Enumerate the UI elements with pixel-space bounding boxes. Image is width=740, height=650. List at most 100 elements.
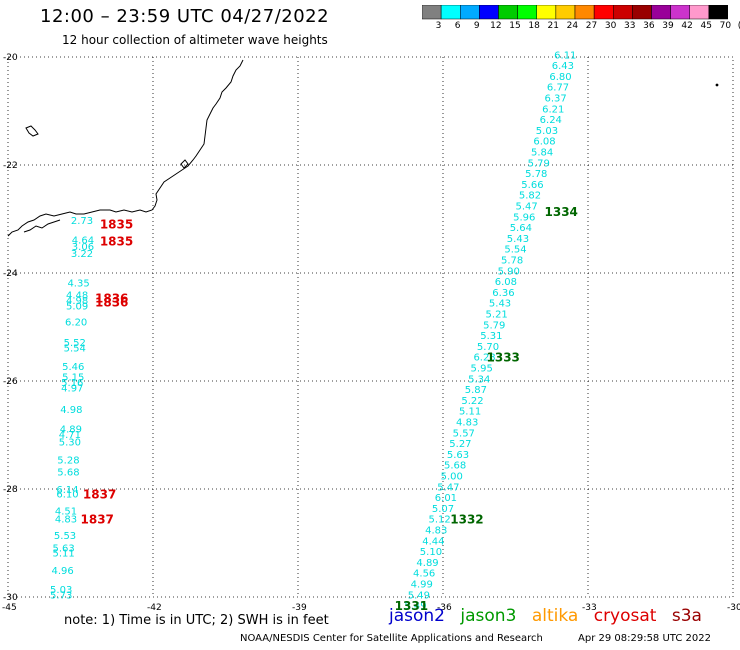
scale-label: 70 [719, 21, 732, 31]
wave-height-label: 5.79 [528, 158, 550, 169]
lat-tick-label: -20 [3, 53, 18, 63]
color-swatch [593, 5, 614, 20]
page-title: 12:00 – 23:59 UTC 04/27/2022 [40, 6, 330, 27]
wave-height-label: 4.56 [413, 569, 435, 580]
wave-height-label: 5.12 [429, 515, 451, 526]
page-subtitle: 12 hour collection of altimeter wave hei… [62, 33, 328, 47]
wave-height-label: 5.16 [61, 378, 83, 389]
legend-altika: altika [531, 606, 579, 626]
wave-height-label: 5.30 [59, 437, 81, 448]
wave-height-label: 6.08 [495, 277, 517, 288]
wave-height-label: 5.68 [444, 461, 466, 472]
wave-height-label: 4.98 [60, 405, 82, 416]
wave-height-label: 4.64 [72, 236, 94, 247]
wave-height-label: 5.11 [52, 549, 74, 560]
lon-tick-label: -39 [292, 603, 307, 613]
wave-height-label: 5.53 [54, 531, 76, 542]
color-swatch [613, 5, 633, 20]
wave-height-label: 6.43 [552, 61, 574, 72]
wave-height-label: 3.06 [72, 242, 94, 253]
wave-height-label: 4.51 [55, 507, 77, 518]
pass-time-label: 1837 [83, 487, 116, 501]
lon-tick-label: -42 [147, 603, 162, 613]
west-track: 2.734.643.063.224.354.484.985.096.205.52… [50, 216, 94, 601]
scale-label: 45 [700, 21, 712, 31]
color-swatch [460, 5, 480, 20]
wave-height-label: 5.64 [510, 223, 532, 234]
wave-height-label: 4.83 [55, 515, 77, 526]
wave-height-label: 5.03 [50, 585, 72, 596]
lon-tick-label: -45 [2, 603, 17, 613]
wave-height-label: 5.66 [521, 180, 543, 191]
wave-height-label: 5.70 [477, 342, 499, 353]
scale-label: 36 [643, 21, 655, 31]
pass-time-label: 1331 [395, 599, 428, 613]
legend-jason2: jason2 [389, 606, 445, 626]
wave-height-label: 5.84 [531, 148, 553, 159]
wave-height-label: 5.28 [57, 455, 79, 466]
wave-height-label: 5.78 [501, 256, 523, 267]
pass-time-label: 1334 [545, 205, 578, 219]
wave-height-label: 5.49 [404, 601, 426, 612]
wave-height-label: 5.68 [57, 468, 79, 479]
pass-time-label: 1332 [450, 513, 483, 527]
color-swatch [708, 5, 728, 20]
wave-height-label: 6.14 [56, 485, 78, 496]
wave-height-label: 6.36 [492, 288, 514, 299]
wave-height-label: 5.54 [504, 245, 526, 256]
color-swatch [536, 5, 557, 20]
color-swatch [498, 5, 518, 20]
wave-height-label: 4.44 [422, 536, 444, 547]
pass-time-label: 1837 [81, 513, 114, 527]
scale-label: 27 [585, 21, 598, 31]
wave-height-label: 5.31 [480, 331, 502, 342]
wave-height-label: 6.37 [545, 94, 567, 105]
wave-height-label: 5.79 [483, 320, 505, 331]
wave-height-label: 4.96 [52, 566, 74, 577]
wave-height-label: 5.63 [52, 543, 74, 554]
wave-height-label: 5.22 [461, 396, 483, 407]
coastline [7, 59, 244, 237]
wave-height-label: 6.01 [435, 493, 457, 504]
graticule [7, 56, 734, 598]
wave-height-label: 5.54 [64, 344, 86, 355]
wave-height-label: 5.11 [459, 407, 481, 418]
scale-label: 21 [547, 21, 559, 31]
wave-height-label: 5.95 [471, 364, 493, 375]
wave-height-label: 6.20 [65, 318, 87, 329]
wave-height-label: 6.77 [547, 83, 569, 94]
wave-height-label: 4.99 [411, 580, 433, 591]
east-track: 6.116.436.806.776.376.216.245.036.085.84… [404, 50, 576, 612]
wave-height-label: 4.97 [61, 383, 83, 394]
island [715, 83, 719, 87]
satellite-legend: jason2 jason3 altika cryosat s3a [389, 606, 712, 626]
scale-label: 42 [681, 21, 693, 31]
color-swatch [632, 5, 652, 20]
wave-height-label: 5.96 [513, 212, 535, 223]
scale-label: 30 [604, 21, 617, 31]
scale-label: (ft) [736, 21, 740, 31]
wave-height-label: 6.11 [554, 50, 576, 61]
color-swatch [574, 5, 595, 20]
color-swatch [479, 5, 499, 20]
pass-time-label: 1836 [95, 291, 128, 305]
wave-height-label: 6.08 [533, 137, 555, 148]
wave-height-label: 5.09 [66, 301, 88, 312]
pass-time-label: 1333 [487, 351, 520, 365]
wave-height-label: 5.57 [453, 428, 475, 439]
lon-tick-label: -33 [582, 603, 597, 613]
wave-height-label: 6.23 [473, 353, 495, 364]
wave-height-label: 6.21 [542, 104, 564, 115]
wave-height-label: 4.89 [416, 558, 438, 569]
lon-tick-label: -30 [727, 603, 740, 613]
wave-height-label: 6.24 [540, 115, 562, 126]
axis-tick-labels: -20-22-24-26-28-30-45 -42 -39 -36 -33 -30 [2, 53, 740, 613]
color-swatch [651, 5, 671, 20]
island [180, 159, 189, 169]
color-swatch [422, 5, 442, 20]
wave-height-label: 5.90 [498, 266, 520, 277]
island [25, 125, 39, 137]
lat-tick-label: -28 [3, 485, 18, 495]
